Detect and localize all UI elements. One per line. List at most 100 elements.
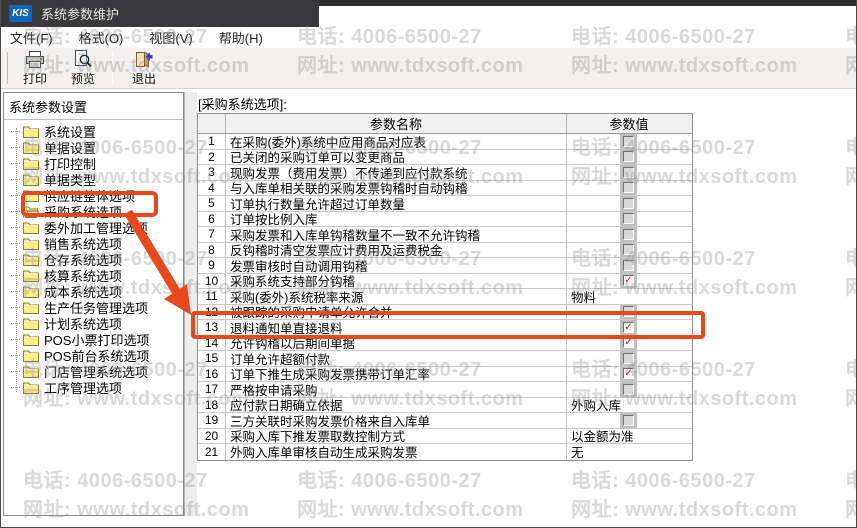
toolbar-gripper[interactable] xyxy=(5,52,8,84)
exit-icon xyxy=(134,50,154,69)
folder-icon xyxy=(23,365,39,378)
sidebar-item-17[interactable]: 工序管理选项 xyxy=(4,379,183,396)
folder-icon xyxy=(23,349,39,362)
folder-icon xyxy=(23,125,39,138)
header-corner-cell xyxy=(198,114,226,133)
sidebar-item-4[interactable]: 单据类型 xyxy=(4,171,183,188)
table-row-5[interactable]: 5 订单执行数量允许超过订单数量 xyxy=(198,196,692,212)
tree-connector xyxy=(11,306,20,308)
sidebar-item-2[interactable]: 单据设置 xyxy=(4,139,183,156)
checked-checkbox[interactable]: ✓ xyxy=(623,275,634,287)
kis-app-icon: KIS xyxy=(9,5,32,22)
preview-button[interactable]: 预览 xyxy=(62,49,104,87)
parameter-value-cell xyxy=(567,165,691,180)
sidebar-item-1[interactable]: 系统设置 xyxy=(4,123,183,140)
table-row-1[interactable]: 1 在采购(委外)系统中应用商品对应表 xyxy=(198,134,692,150)
table-row-17[interactable]: 17 严格按申请采购 xyxy=(198,382,692,398)
table-row-10[interactable]: 10 采购系统支持部分钩稽 ✓ xyxy=(198,273,692,289)
parameter-name-cell: 在采购(委外)系统中应用商品对应表 xyxy=(226,134,567,149)
unchecked-checkbox[interactable] xyxy=(623,259,634,271)
sidebar-item-9[interactable]: 仓存系统选项 xyxy=(4,251,183,268)
sidebar-item-10[interactable]: 核算系统选项 xyxy=(4,267,183,284)
table-row-3[interactable]: 3 现购发票（费用发票）不传递到应付款系统 xyxy=(198,165,692,181)
menu-help[interactable]: 帮助(H) xyxy=(218,31,263,46)
folder-icon xyxy=(23,173,39,186)
table-row-20[interactable]: 20 采购入库下推发票取数控制方式 以金额为准 xyxy=(198,428,692,444)
table-row-18[interactable]: 18 应付款日期确立依据 外购入库 xyxy=(198,397,692,413)
table-row-8[interactable]: 8 反钩稽时清空发票应计费用及运费税金 xyxy=(198,242,692,258)
sidebar-item-11[interactable]: 成本系统选项 xyxy=(4,283,183,300)
checked-checkbox[interactable]: ✓ xyxy=(623,368,634,380)
table-row-16[interactable]: 16 订单下推生成采购发票携带订单汇率 ✓ xyxy=(198,366,692,382)
unchecked-checkbox[interactable] xyxy=(623,151,634,163)
checkbox-well xyxy=(620,134,637,149)
unchecked-checkbox[interactable] xyxy=(623,166,634,178)
sidebar-item-14[interactable]: POS小票打印选项 xyxy=(4,331,183,348)
table-row-2[interactable]: 2 已关闭的采购订单可以变更商品 xyxy=(198,149,692,165)
sidebar-item-13[interactable]: 计划系统选项 xyxy=(4,315,183,332)
print-button[interactable]: 打印 xyxy=(14,50,56,87)
table-row-4[interactable]: 4 与入库单相关联的采购发票钩稽时自动钩稽 xyxy=(198,180,692,196)
sidebar-item-label: 生产任务管理选项 xyxy=(44,300,149,316)
parameter-name-cell: 订单执行数量允许超过订单数量 xyxy=(226,196,567,211)
parameter-value-cell: 外购入库 xyxy=(567,398,691,413)
exit-button[interactable]: 退出 xyxy=(123,50,165,87)
parameter-value-cell: ✓ xyxy=(567,335,691,350)
unchecked-checkbox[interactable] xyxy=(623,383,634,395)
row-number-cell: 2 xyxy=(198,149,226,164)
sidebar-item-3[interactable]: 打印控制 xyxy=(4,155,183,172)
row-number-cell: 16 xyxy=(198,366,226,381)
sidebar-item-12[interactable]: 生产任务管理选项 xyxy=(4,299,183,316)
table-row-15[interactable]: 15 订单允许超额付款 xyxy=(198,351,692,367)
sidebar-panel: 系统参数设置 系统设置 单据设置 打印控制 单据类型 供应链整体选项 采购系统选项 委外加工… xyxy=(3,92,184,516)
unchecked-checkbox[interactable] xyxy=(623,182,634,194)
folder-icon xyxy=(23,141,39,154)
parameter-name-cell: 现购发票（费用发票）不传递到应付款系统 xyxy=(226,165,567,180)
table-row-13[interactable]: 13 退料通知单直接退料 ✓ xyxy=(198,320,692,336)
panel-splitter[interactable] xyxy=(184,92,197,516)
sidebar-item-15[interactable]: POS前台系统选项 xyxy=(4,347,183,364)
parameter-name-cell: 订单下推生成采购发票携带订单汇率 xyxy=(226,366,567,381)
tree-connector xyxy=(11,322,20,324)
unchecked-checkbox[interactable] xyxy=(623,135,634,147)
folder-icon xyxy=(23,157,39,170)
sidebar-item-8[interactable]: 销售系统选项 xyxy=(4,235,183,252)
sidebar-item-16[interactable]: 门店管理系统选项 xyxy=(4,363,183,380)
tree-connector xyxy=(11,210,20,212)
unchecked-checkbox[interactable] xyxy=(623,228,634,240)
parameter-name-cell: 采购(委外)系统税率来源 xyxy=(226,289,567,304)
parameter-value-cell xyxy=(567,227,691,242)
sidebar-item-7[interactable]: 委外加工管理选项 xyxy=(4,219,183,236)
menu-file[interactable]: 文件(F) xyxy=(10,31,53,46)
unchecked-checkbox[interactable] xyxy=(623,352,634,364)
checked-checkbox[interactable]: ✓ xyxy=(623,321,634,333)
sidebar-item-label: POS小票打印选项 xyxy=(44,332,150,348)
row-number-cell: 21 xyxy=(198,444,226,460)
sidebar-item-label: 仓存系统选项 xyxy=(44,252,123,268)
unchecked-checkbox[interactable] xyxy=(623,414,634,426)
checkbox-well xyxy=(620,382,637,397)
unchecked-checkbox[interactable] xyxy=(623,306,634,318)
table-row-9[interactable]: 9 发票审核时自动调用钩稽 xyxy=(198,258,692,274)
unchecked-checkbox[interactable] xyxy=(623,197,634,209)
table-row-11[interactable]: 11 采购(委外)系统税率来源 物料 xyxy=(198,289,692,305)
row-number-cell: 14 xyxy=(198,335,226,350)
sidebar-title: 系统参数设置 xyxy=(4,93,183,120)
tree-connector xyxy=(11,226,20,228)
toolbar-separator xyxy=(112,53,113,83)
unchecked-checkbox[interactable] xyxy=(623,213,634,225)
table-row-7[interactable]: 7 采购发票和入库单钩稽数量不一致不允许钩稽 xyxy=(198,227,692,243)
table-row-12[interactable]: 12 被跟踪的采购申请单允许合并 xyxy=(198,304,692,320)
checkbox-well xyxy=(620,413,637,428)
menu-view[interactable]: 视图(V) xyxy=(149,31,193,46)
parameter-value-cell xyxy=(567,304,691,319)
table-row-21[interactable]: 21 外购入库单审核自动生成采购发票无 xyxy=(198,444,692,460)
checked-checkbox[interactable]: ✓ xyxy=(623,337,634,349)
parameter-name-cell: 采购发票和入库单钩稽数量不一致不允许钩稽 xyxy=(226,227,567,242)
table-row-6[interactable]: 6 订单按比例入库 xyxy=(198,211,692,227)
unchecked-checkbox[interactable] xyxy=(623,244,634,256)
menu-format[interactable]: 格式(O) xyxy=(78,31,124,46)
table-row-14[interactable]: 14 允许钩稽以后期间单据 ✓ xyxy=(198,335,692,351)
table-row-19[interactable]: 19 三方关联时采购发票价格来自入库单 xyxy=(198,413,692,429)
